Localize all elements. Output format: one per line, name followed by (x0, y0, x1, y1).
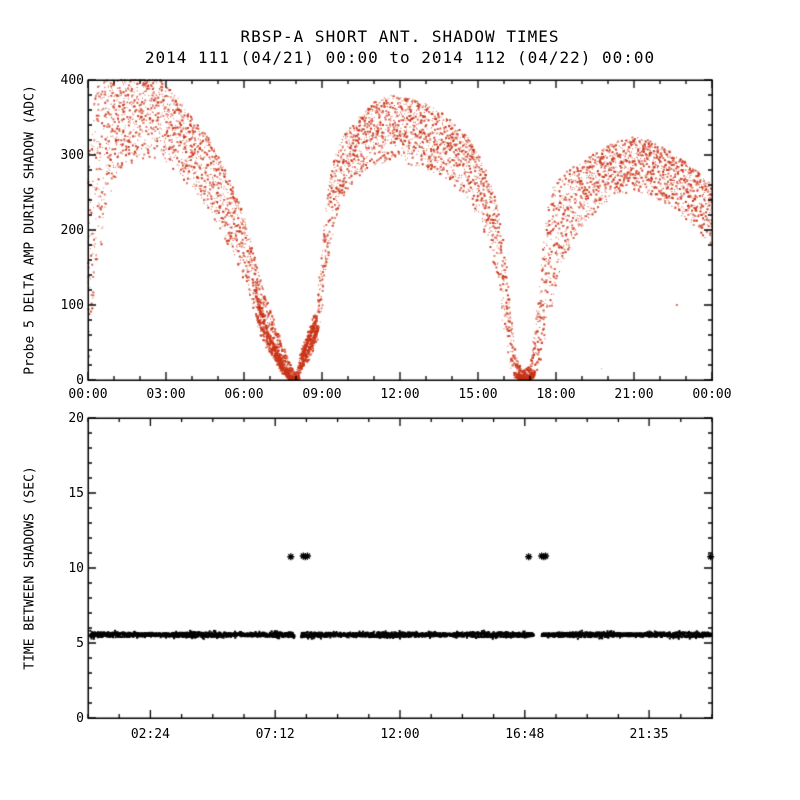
x-tick-label: 15:00 (458, 387, 498, 402)
y-tick-label: 300 (60, 148, 84, 163)
top-y-axis-label: Probe 5 DELTA AMP DURING SHADOW (ADC) (22, 85, 38, 375)
x-tick-label: 18:00 (536, 387, 576, 402)
chart-subtitle: 2014 111 (04/21) 00:00 to 2014 112 (04/2… (144, 48, 656, 67)
y-tick-label: 10 (68, 561, 84, 576)
y-tick-label: 200 (60, 223, 84, 238)
x-tick-label: 21:35 (629, 727, 669, 742)
bottom-y-axis-label: TIME BETWEEN SHADOWS (SEC) (22, 466, 38, 670)
y-tick-label: 400 (60, 73, 84, 88)
x-tick-label: 00:00 (68, 387, 108, 402)
x-tick-label: 09:00 (302, 387, 342, 402)
x-tick-label: 16:48 (505, 727, 545, 742)
y-tick-label: 20 (68, 411, 84, 426)
x-tick-label: 03:00 (146, 387, 186, 402)
y-tick-label: 5 (76, 636, 84, 651)
x-tick-label: 12:00 (380, 727, 420, 742)
y-tick-label: 0 (76, 373, 84, 388)
y-tick-label: 100 (60, 298, 84, 313)
x-tick-label: 06:00 (224, 387, 264, 402)
chart-title: RBSP-A SHORT ANT. SHADOW TIMES (240, 27, 560, 46)
x-tick-label: 02:24 (130, 727, 170, 742)
y-tick-label: 0 (76, 711, 84, 726)
x-tick-label: 12:00 (380, 387, 420, 402)
y-tick-label: 15 (68, 486, 84, 501)
x-tick-label: 07:12 (255, 727, 295, 742)
x-tick-label: 00:00 (692, 387, 732, 402)
x-tick-label: 21:00 (614, 387, 654, 402)
